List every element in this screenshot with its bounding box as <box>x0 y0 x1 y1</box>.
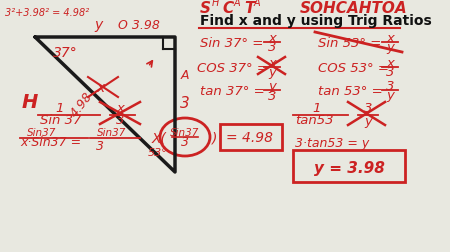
Text: tan 53° =: tan 53° = <box>318 84 383 97</box>
Text: X(: X( <box>152 131 167 144</box>
Text: H: H <box>212 0 220 8</box>
Text: A: A <box>254 0 261 8</box>
Text: x·Sin37 =: x·Sin37 = <box>20 136 81 149</box>
Text: y: y <box>386 40 394 53</box>
Text: Sin 37: Sin 37 <box>40 114 81 127</box>
Text: 3: 3 <box>96 140 104 153</box>
Text: C: C <box>222 1 233 15</box>
Text: 3: 3 <box>268 89 276 102</box>
Text: Sin 37° =: Sin 37° = <box>200 36 263 49</box>
Text: x: x <box>386 56 394 69</box>
Text: 3: 3 <box>386 65 394 78</box>
Text: x: x <box>268 32 276 44</box>
Text: 1: 1 <box>313 101 321 114</box>
Text: x: x <box>116 101 124 114</box>
Text: A: A <box>181 68 189 81</box>
Text: y = 3.98: y = 3.98 <box>314 160 384 175</box>
Text: tan53: tan53 <box>295 114 333 127</box>
Text: COS 53° =: COS 53° = <box>318 61 389 74</box>
Text: 3: 3 <box>116 114 124 127</box>
Text: Sin37: Sin37 <box>97 128 127 137</box>
Text: 3: 3 <box>386 79 394 92</box>
Text: ): ) <box>212 131 217 144</box>
Text: S: S <box>200 1 211 15</box>
Text: = 4.98: = 4.98 <box>226 131 274 144</box>
Text: Sin37: Sin37 <box>170 128 200 137</box>
Text: 3: 3 <box>268 40 276 53</box>
Text: 3: 3 <box>364 101 372 114</box>
Text: COS 37° =: COS 37° = <box>197 61 268 74</box>
Text: SOHCAHTOA: SOHCAHTOA <box>300 1 408 15</box>
Text: T: T <box>244 1 254 15</box>
Text: Find x and y using Trig Ratios: Find x and y using Trig Ratios <box>200 14 432 28</box>
Text: y: y <box>386 89 394 102</box>
Text: 3²+3.98² = 4.98²: 3²+3.98² = 4.98² <box>5 8 89 18</box>
Text: y: y <box>94 18 102 32</box>
Text: A: A <box>234 0 241 8</box>
Text: 3: 3 <box>180 95 190 110</box>
Text: y: y <box>268 65 276 78</box>
Text: 1: 1 <box>56 101 64 114</box>
Text: y: y <box>268 79 276 92</box>
Text: tan 37° =: tan 37° = <box>200 84 265 97</box>
Text: 37°: 37° <box>53 46 77 60</box>
Text: 3·tan53 = y: 3·tan53 = y <box>295 136 369 149</box>
Text: x: x <box>268 56 276 69</box>
Text: y: y <box>364 114 372 127</box>
Text: Sin 53° =: Sin 53° = <box>318 36 382 49</box>
Text: H: H <box>22 93 38 112</box>
Text: x: x <box>386 32 394 44</box>
Text: 53°: 53° <box>148 147 168 158</box>
Text: x: x <box>96 81 104 94</box>
Text: 3: 3 <box>181 135 189 148</box>
Text: Sin37: Sin37 <box>27 128 57 137</box>
Text: 4.98: 4.98 <box>68 90 96 119</box>
Text: O 3.98: O 3.98 <box>118 18 160 32</box>
